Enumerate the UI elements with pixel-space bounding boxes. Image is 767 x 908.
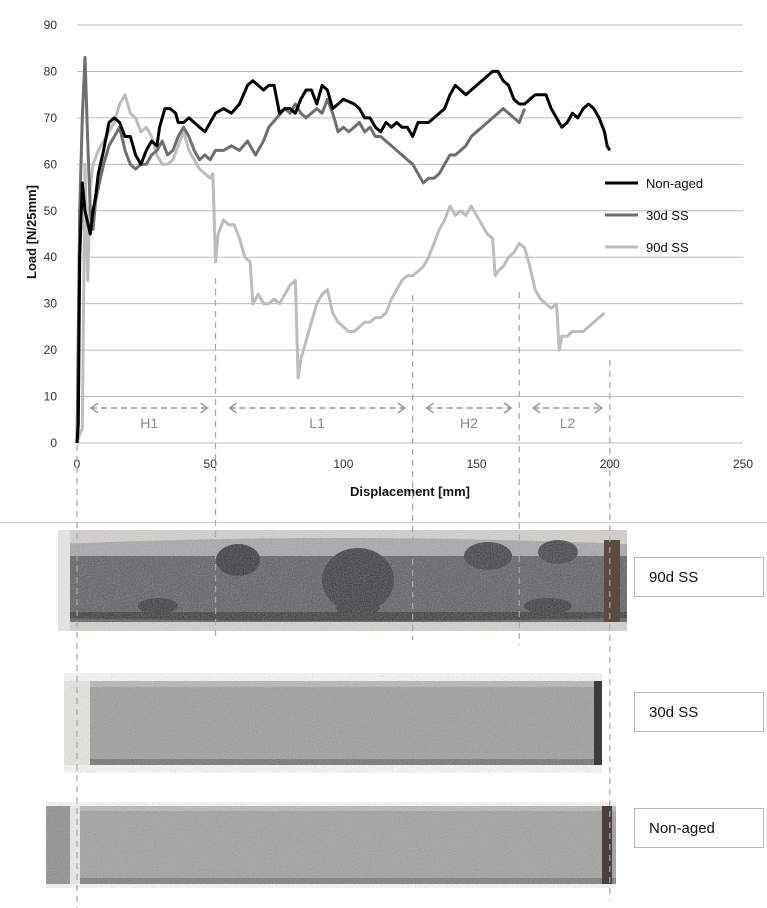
section-divider — [0, 522, 767, 523]
specimen-photo-90d-ss — [58, 530, 627, 631]
y-axis-title: Load [N/25mm] — [24, 185, 39, 279]
y-tick-label: 20 — [44, 343, 58, 357]
region-arrowhead — [397, 402, 406, 414]
legend-label: 30d SS — [646, 208, 689, 223]
y-tick-label: 30 — [44, 297, 58, 311]
legend-label: 90d SS — [646, 240, 689, 255]
legend: Non-aged 30d SS 90d SS — [605, 176, 703, 255]
x-tick-label: 150 — [467, 457, 487, 471]
y-tick-label: 90 — [44, 18, 58, 32]
y-tick-label: 50 — [44, 204, 58, 218]
specimen-label-non-aged: Non-aged — [634, 808, 764, 848]
y-tick-label: 10 — [44, 390, 58, 404]
region-arrowhead — [531, 402, 541, 414]
y-tick-labels: 0 10 20 30 40 50 60 70 80 90 — [44, 18, 58, 450]
load-displacement-chart: 0 10 20 30 40 50 60 70 80 90 0 50 100 150 200 250 H1 L1… — [24, 18, 754, 499]
x-tick-label: 250 — [733, 457, 753, 471]
region-arrowhead — [425, 402, 435, 414]
specimen-photo-30d-ss — [64, 673, 602, 773]
region-arrowhead — [594, 402, 604, 414]
region-label: L2 — [560, 415, 576, 431]
y-tick-label: 0 — [50, 436, 57, 450]
specimen-photo-non-aged — [46, 802, 616, 888]
series-lines — [75, 56, 612, 444]
region-arrowhead — [228, 402, 237, 414]
series-line-30d-ss — [75, 56, 526, 444]
x-tick-labels: 0 50 100 150 200 250 — [74, 457, 754, 471]
x-tick-label: 200 — [600, 457, 620, 471]
y-tick-label: 70 — [44, 111, 58, 125]
x-axis-title: Displacement [mm] — [350, 484, 470, 499]
region-arrowhead — [200, 402, 209, 414]
y-tick-label: 40 — [44, 250, 58, 264]
x-tick-label: 50 — [204, 457, 218, 471]
region-label: H1 — [140, 415, 158, 431]
region-annotations: H1 L1 H2 L2 — [89, 402, 604, 431]
y-tick-label: 80 — [44, 64, 58, 78]
y-tick-label: 60 — [44, 157, 58, 171]
specimen-label-30d-ss: 30d SS — [634, 692, 764, 732]
region-arrowhead — [503, 402, 513, 414]
series-line-non-aged — [75, 69, 612, 444]
region-label: L1 — [309, 415, 325, 431]
specimen-label-90d-ss: 90d SS — [634, 557, 764, 597]
grid-lines — [77, 24, 743, 398]
region-label: H2 — [460, 415, 478, 431]
region-arrowhead — [89, 402, 99, 414]
x-tick-label: 100 — [333, 457, 353, 471]
x-tick-label: 0 — [74, 457, 81, 471]
legend-label: Non-aged — [646, 176, 703, 191]
